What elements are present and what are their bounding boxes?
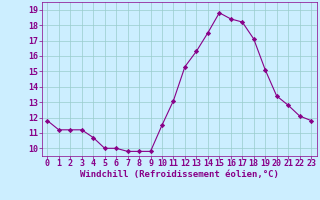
X-axis label: Windchill (Refroidissement éolien,°C): Windchill (Refroidissement éolien,°C) [80,170,279,179]
